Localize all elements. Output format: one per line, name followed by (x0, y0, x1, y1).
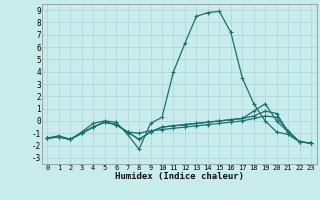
X-axis label: Humidex (Indice chaleur): Humidex (Indice chaleur) (115, 172, 244, 181)
